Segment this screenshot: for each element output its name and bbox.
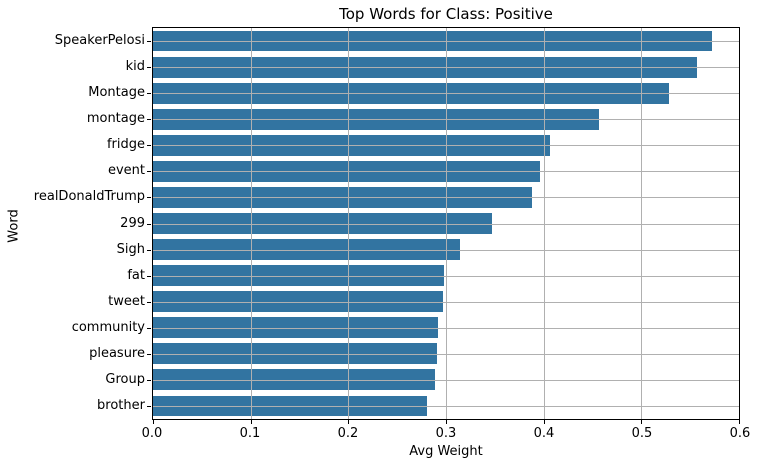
bar-community bbox=[153, 317, 439, 339]
plot-area bbox=[152, 27, 740, 420]
y-tick-mark bbox=[147, 249, 151, 251]
x-tick-label-0.6: 0.6 bbox=[729, 426, 751, 441]
y-tick-label-montage: montage bbox=[86, 111, 145, 127]
bar-299 bbox=[153, 213, 492, 234]
y-tick-mark bbox=[147, 197, 151, 199]
bar-SpeakerPelosi bbox=[153, 30, 712, 52]
x-axis-title: Avg Weight bbox=[409, 444, 483, 459]
chart-title: Top Words for Class: Positive bbox=[339, 5, 553, 23]
y-tick-mark bbox=[147, 67, 151, 69]
v-gridline bbox=[641, 28, 643, 419]
x-tick-mark bbox=[739, 420, 740, 424]
y-tick-mark bbox=[147, 93, 151, 95]
y-tick-mark bbox=[147, 379, 151, 381]
x-tick-mark bbox=[446, 420, 447, 424]
x-tick-label-0.5: 0.5 bbox=[631, 426, 653, 441]
y-tick-label-pleasure: pleasure bbox=[89, 345, 145, 361]
x-tick-label-0.1: 0.1 bbox=[239, 426, 261, 441]
y-tick-label-fat: fat bbox=[127, 267, 145, 283]
y-tick-mark bbox=[147, 145, 151, 147]
y-tick-marks bbox=[147, 28, 151, 419]
y-tick-label-Group: Group bbox=[105, 371, 145, 387]
bar-fridge bbox=[153, 134, 550, 156]
x-tick-label-0.2: 0.2 bbox=[337, 426, 359, 441]
x-tick-mark bbox=[348, 420, 350, 424]
y-tick-mark bbox=[147, 405, 151, 407]
x-tick-mark bbox=[153, 420, 154, 424]
x-tick-label-0.0: 0.0 bbox=[141, 426, 163, 441]
y-tick-label-Sigh: Sigh bbox=[116, 241, 145, 257]
v-gridline bbox=[543, 28, 545, 419]
y-tick-label-event: event bbox=[107, 163, 145, 179]
x-tick-label-0.3: 0.3 bbox=[435, 426, 457, 441]
x-tick-mark bbox=[250, 420, 252, 424]
x-tick-label-0.4: 0.4 bbox=[533, 426, 555, 441]
x-tick-mark bbox=[543, 420, 545, 424]
y-tick-label-kid: kid bbox=[125, 59, 145, 75]
x-tick-mark bbox=[641, 420, 643, 424]
y-tick-mark bbox=[147, 327, 151, 329]
v-gridline bbox=[348, 28, 350, 419]
y-tick-mark bbox=[147, 119, 151, 121]
y-tick-label-SpeakerPelosi: SpeakerPelosi bbox=[54, 33, 145, 49]
bar-Sigh bbox=[153, 239, 460, 260]
y-tick-label-community: community bbox=[71, 319, 145, 335]
y-tick-mark bbox=[147, 275, 151, 277]
y-tick-labels: SpeakerPelosi kid Montage montage fridge even… bbox=[0, 28, 145, 419]
y-tick-mark bbox=[147, 223, 151, 225]
y-tick-label-299: 299 bbox=[120, 215, 145, 231]
y-tick-label-Montage: Montage bbox=[88, 85, 145, 101]
x-tick-marks bbox=[153, 420, 740, 425]
y-tick-label-realDonaldTrump: realDonaldTrump bbox=[33, 189, 145, 205]
v-gridline bbox=[250, 28, 252, 419]
y-tick-mark bbox=[147, 301, 151, 303]
y-tick-label-fridge: fridge bbox=[106, 137, 145, 153]
x-tick-labels: 0.0 0.1 0.2 0.3 0.4 0.5 0.6 bbox=[142, 426, 751, 442]
v-gridline bbox=[446, 28, 447, 419]
y-tick-mark bbox=[147, 353, 151, 355]
y-tick-mark bbox=[147, 41, 151, 43]
y-tick-mark bbox=[147, 171, 151, 173]
y-tick-label-tweet: tweet bbox=[108, 293, 145, 309]
y-tick-label-brother: brother bbox=[97, 397, 145, 413]
